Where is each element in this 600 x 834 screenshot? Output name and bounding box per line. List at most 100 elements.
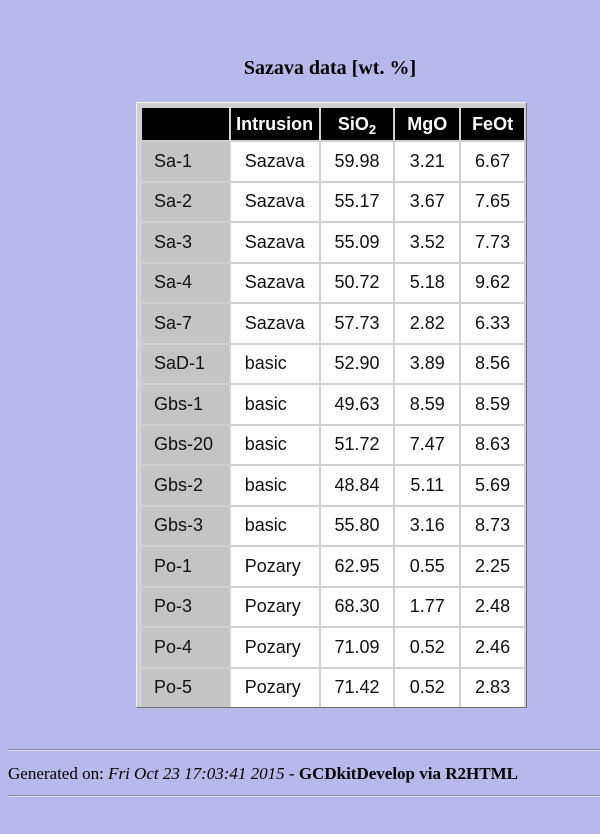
- header-mgo: MgO: [395, 108, 460, 140]
- mgo-cell: 3.52: [395, 223, 460, 262]
- intrusion-cell: basic: [230, 425, 319, 464]
- generated-date: Fri Oct 23 17:03:41 2015: [108, 764, 285, 783]
- table-row: Po-3 Pozary 68.30 1.77 2.48: [142, 587, 524, 626]
- feot-cell: 7.73: [461, 223, 524, 262]
- intrusion-cell: Sazava: [230, 263, 319, 302]
- feot-cell: 8.63: [461, 425, 524, 464]
- intrusion-cell: basic: [230, 506, 319, 545]
- sio2-cell: 49.63: [320, 385, 394, 424]
- table-row: Gbs-2 basic 48.84 5.11 5.69: [142, 466, 524, 505]
- intrusion-cell: Pozary: [230, 628, 319, 667]
- feot-cell: 2.83: [461, 668, 524, 707]
- table-row: Sa-7 Sazava 57.73 2.82 6.33: [142, 304, 524, 343]
- feot-cell: 8.59: [461, 385, 524, 424]
- intrusion-cell: basic: [230, 385, 319, 424]
- feot-cell: 2.48: [461, 587, 524, 626]
- sample-name: SaD-1: [142, 344, 229, 383]
- table-row: SaD-1 basic 52.90 3.89 8.56: [142, 344, 524, 383]
- mgo-cell: 0.52: [395, 668, 460, 707]
- sample-name: Sa-4: [142, 263, 229, 302]
- sample-name: Po-5: [142, 668, 229, 707]
- header-corner: [142, 108, 229, 140]
- intrusion-cell: basic: [230, 344, 319, 383]
- sio2-cell: 57.73: [320, 304, 394, 343]
- sio2-cell: 62.95: [320, 547, 394, 586]
- mgo-cell: 0.55: [395, 547, 460, 586]
- intrusion-cell: Pozary: [230, 668, 319, 707]
- mgo-cell: 8.59: [395, 385, 460, 424]
- sio2-cell: 52.90: [320, 344, 394, 383]
- header-sio2: SiO2: [320, 108, 394, 140]
- feot-cell: 7.65: [461, 182, 524, 221]
- sample-name: Gbs-20: [142, 425, 229, 464]
- sample-name: Gbs-3: [142, 506, 229, 545]
- sample-name: Po-4: [142, 628, 229, 667]
- sample-name: Gbs-2: [142, 466, 229, 505]
- intrusion-cell: Sazava: [230, 142, 319, 181]
- feot-cell: 8.56: [461, 344, 524, 383]
- divider-bottom: [8, 795, 600, 797]
- data-table-frame: Intrusion SiO2 MgO FeOt Sa-1 Sazava 59.9…: [136, 102, 527, 708]
- sio2-cell: 51.72: [320, 425, 394, 464]
- table-row: Sa-4 Sazava 50.72 5.18 9.62: [142, 263, 524, 302]
- sample-name: Sa-7: [142, 304, 229, 343]
- divider-top: [8, 749, 600, 751]
- intrusion-cell: Sazava: [230, 182, 319, 221]
- sample-name: Po-3: [142, 587, 229, 626]
- sample-name: Sa-3: [142, 223, 229, 262]
- sample-name: Gbs-1: [142, 385, 229, 424]
- sio2-cell: 55.17: [320, 182, 394, 221]
- table-row: Gbs-20 basic 51.72 7.47 8.63: [142, 425, 524, 464]
- table-row: Gbs-3 basic 55.80 3.16 8.73: [142, 506, 524, 545]
- feot-cell: 2.25: [461, 547, 524, 586]
- mgo-cell: 3.16: [395, 506, 460, 545]
- header-sio2-base: SiO: [337, 113, 369, 134]
- page-footer: Generated on: Fri Oct 23 17:03:41 2015 -…: [8, 764, 518, 784]
- footer-separator: -: [284, 764, 299, 783]
- mgo-cell: 1.77: [395, 587, 460, 626]
- generator-name: GCDkitDevelop via R2HTML: [298, 764, 518, 783]
- mgo-cell: 2.82: [395, 304, 460, 343]
- mgo-cell: 3.67: [395, 182, 460, 221]
- header-sio2-subscript: 2: [368, 121, 377, 137]
- sio2-cell: 55.80: [320, 506, 394, 545]
- footer-prefix: Generated on:: [8, 764, 109, 783]
- mgo-cell: 3.89: [395, 344, 460, 383]
- data-table: Intrusion SiO2 MgO FeOt Sa-1 Sazava 59.9…: [140, 106, 526, 709]
- table-row: Po-4 Pozary 71.09 0.52 2.46: [142, 628, 524, 667]
- table-header-row: Intrusion SiO2 MgO FeOt: [142, 108, 524, 140]
- mgo-cell: 5.18: [395, 263, 460, 302]
- mgo-cell: 7.47: [395, 425, 460, 464]
- table-row: Sa-1 Sazava 59.98 3.21 6.67: [142, 142, 524, 181]
- intrusion-cell: Sazava: [230, 304, 319, 343]
- table-body: Sa-1 Sazava 59.98 3.21 6.67 Sa-2 Sazava …: [142, 142, 524, 707]
- feot-cell: 6.33: [461, 304, 524, 343]
- sio2-cell: 68.30: [320, 587, 394, 626]
- intrusion-cell: Sazava: [230, 223, 319, 262]
- table-caption: Sazava data [wt. %]: [243, 57, 417, 79]
- intrusion-cell: Pozary: [230, 587, 319, 626]
- mgo-cell: 5.11: [395, 466, 460, 505]
- sample-name: Po-1: [142, 547, 229, 586]
- feot-cell: 9.62: [461, 263, 524, 302]
- mgo-cell: 0.52: [395, 628, 460, 667]
- feot-cell: 8.73: [461, 506, 524, 545]
- table-row: Po-1 Pozary 62.95 0.55 2.25: [142, 547, 524, 586]
- sio2-cell: 59.98: [320, 142, 394, 181]
- feot-cell: 5.69: [461, 466, 524, 505]
- feot-cell: 2.46: [461, 628, 524, 667]
- header-feot: FeOt: [461, 108, 524, 140]
- table-row: Po-5 Pozary 71.42 0.52 2.83: [142, 668, 524, 707]
- table-row: Gbs-1 basic 49.63 8.59 8.59: [142, 385, 524, 424]
- sample-name: Sa-2: [142, 182, 229, 221]
- sio2-cell: 50.72: [320, 263, 394, 302]
- sio2-cell: 55.09: [320, 223, 394, 262]
- mgo-cell: 3.21: [395, 142, 460, 181]
- sio2-cell: 48.84: [320, 466, 394, 505]
- sio2-cell: 71.09: [320, 628, 394, 667]
- header-intrusion: Intrusion: [230, 108, 319, 140]
- intrusion-cell: Pozary: [230, 547, 319, 586]
- sio2-cell: 71.42: [320, 668, 394, 707]
- feot-cell: 6.67: [461, 142, 524, 181]
- table-row: Sa-2 Sazava 55.17 3.67 7.65: [142, 182, 524, 221]
